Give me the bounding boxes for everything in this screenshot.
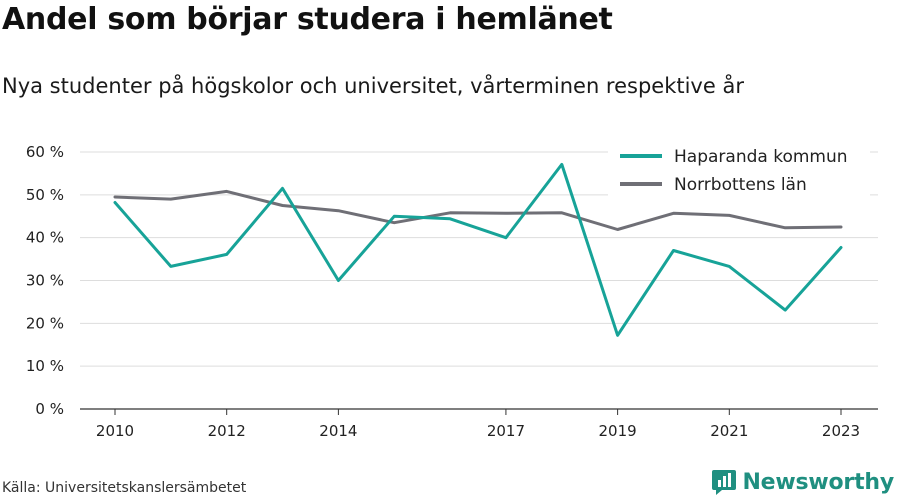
x-tick-label: 2017 bbox=[487, 422, 525, 440]
legend-label: Haparanda kommun bbox=[674, 147, 848, 167]
y-tick-label: 40 % bbox=[26, 229, 64, 247]
y-tick-label: 10 % bbox=[26, 357, 64, 375]
x-tick-label: 2014 bbox=[319, 422, 357, 440]
series-lines bbox=[113, 162, 843, 337]
brand-logo: Newsworthy bbox=[712, 468, 894, 496]
x-tick-label: 2023 bbox=[822, 422, 860, 440]
y-tick-label: 0 % bbox=[35, 400, 64, 418]
line-chart: 60 % 50 % 40 % 30 % 20 % 10 % 0 % 2010 2012 2014… bbox=[25, 140, 878, 440]
x-tick-label: 2019 bbox=[599, 422, 637, 440]
brand-name: Newsworthy bbox=[742, 469, 894, 495]
x-tick-label: 2012 bbox=[208, 422, 246, 440]
x-tick-label: 2021 bbox=[710, 422, 748, 440]
y-tick-label: 60 % bbox=[26, 143, 64, 161]
chart-title: Andel som börjar studera i hemlänet bbox=[2, 2, 613, 37]
y-tick-label: 30 % bbox=[26, 272, 64, 290]
x-axis: 2010 2012 2014 2017 2019 2021 2023 bbox=[80, 408, 878, 440]
x-tick-label: 2010 bbox=[96, 422, 134, 440]
y-tick-label: 50 % bbox=[26, 186, 64, 204]
legend-label: Norrbottens län bbox=[674, 175, 807, 195]
chart-subtitle: Nya studenter på högskolor och universit… bbox=[2, 74, 744, 98]
y-tick-label: 20 % bbox=[26, 314, 64, 332]
newsworthy-logo-icon bbox=[712, 470, 737, 495]
y-axis-ticks: 60 % 50 % 40 % 30 % 20 % 10 % 0 % bbox=[26, 143, 64, 418]
source-note: Källa: Universitetskanslersämbetet bbox=[2, 480, 247, 496]
legend: Haparanda kommun Norrbottens län bbox=[608, 140, 870, 196]
series-line-norrbottens-län bbox=[113, 189, 843, 231]
series-line-haparanda-kommun bbox=[113, 162, 843, 337]
legend-background bbox=[608, 140, 870, 196]
